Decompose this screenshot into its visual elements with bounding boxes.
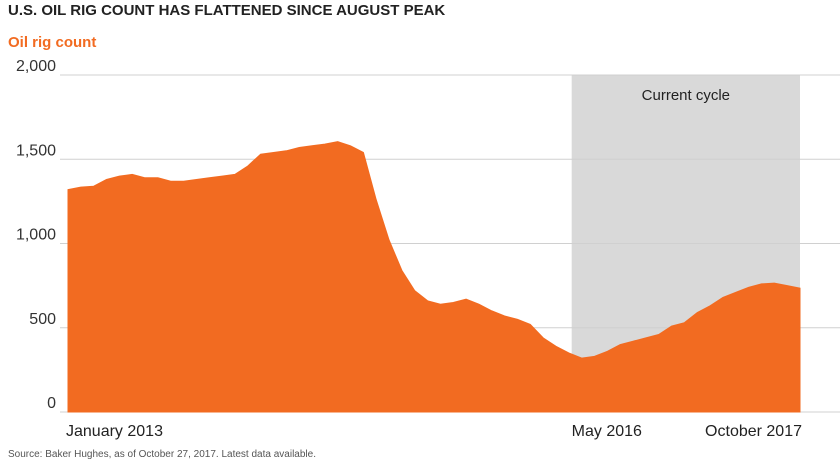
highlight-label: Current cycle	[642, 87, 730, 104]
area	[67, 141, 801, 413]
x-tick-label: October 2017	[705, 423, 802, 440]
chart-title: U.S. OIL RIG COUNT HAS FLATTENED SINCE A…	[8, 2, 445, 19]
y-tick-label: 1,500	[16, 142, 56, 159]
chart-subtitle: Oil rig count	[8, 34, 96, 51]
y-tick-label: 0	[47, 395, 56, 412]
y-tick-label: 2,000	[16, 58, 56, 75]
x-tick-label: May 2016	[572, 423, 642, 440]
y-tick-label: 500	[29, 311, 56, 328]
x-tick-label: January 2013	[66, 423, 163, 440]
y-tick-label: 1,000	[16, 227, 56, 244]
source-note: Source: Baker Hughes, as of October 27, …	[8, 449, 316, 460]
